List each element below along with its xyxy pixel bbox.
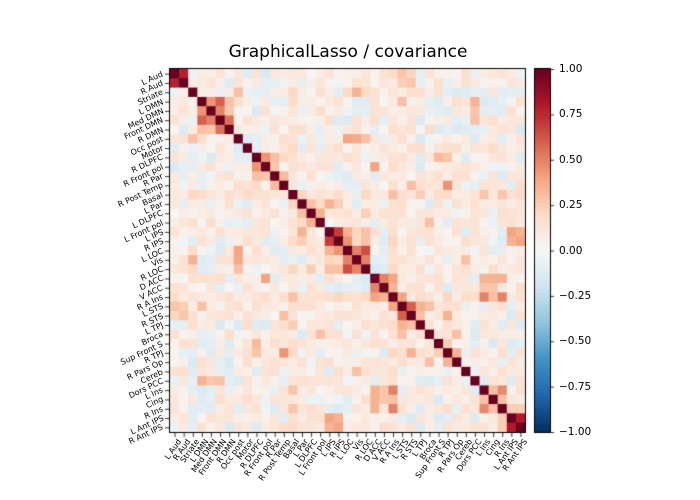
colorbar-tick-label: 1.00 [559, 63, 583, 75]
colorbar-tick-label: 0.75 [559, 108, 583, 121]
colorbar-tick-label: −0.50 [559, 335, 592, 348]
colorbar-tick-label: −0.75 [559, 380, 592, 393]
colorbar-tick-label: 0.50 [559, 153, 583, 166]
colorbar-tick-label: 0.00 [559, 244, 583, 257]
colorbar-tick-label: −0.25 [559, 289, 592, 302]
chart-title: GraphicalLasso / covariance [228, 42, 468, 62]
colorbar-tick-label: −1.00 [559, 426, 592, 438]
colorbar-tick-label: 0.25 [559, 199, 583, 212]
